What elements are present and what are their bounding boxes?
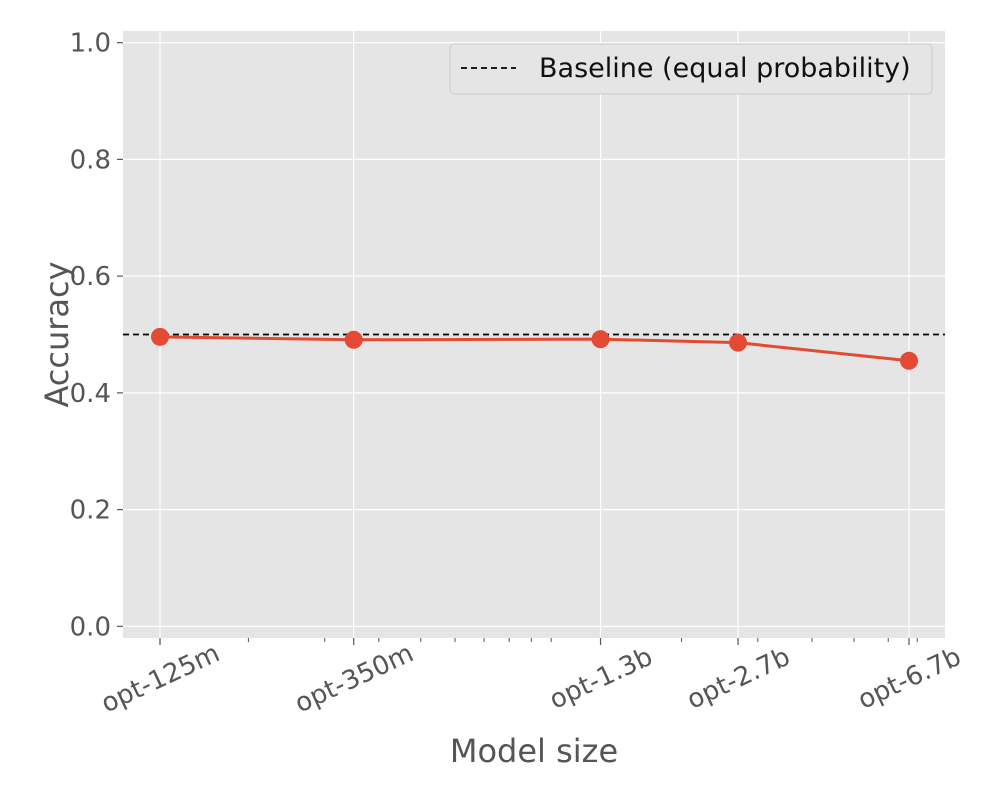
x-tick-label: opt-6.7b	[854, 642, 966, 716]
x-tick-label: opt-2.7b	[683, 642, 795, 716]
data-point	[344, 330, 363, 349]
x-axis-ticks: opt-125m opt-350m opt-1.3b opt-2.7b opt-6.7b	[97, 638, 966, 719]
x-minor-ticks	[247, 638, 918, 642]
data-point	[729, 333, 748, 352]
x-tick-label: opt-1.3b	[545, 642, 657, 716]
x-axis-label: Model size	[450, 732, 618, 770]
y-tick-label: 0.4	[70, 379, 111, 409]
legend-baseline-label: Baseline (equal probability)	[539, 53, 911, 84]
legend-box	[449, 43, 933, 95]
y-axis-ticks: 0.0 0.2 0.4 0.6 0.8 1.0	[70, 29, 123, 642]
x-tick-label: opt-125m	[97, 638, 225, 719]
data-point	[151, 327, 169, 346]
y-tick-label: 0.8	[70, 145, 111, 175]
y-tick-label: 1.0	[70, 29, 111, 59]
x-tick-label: opt-350m	[290, 638, 418, 719]
y-tick-label: 0.2	[70, 496, 111, 526]
y-tick-label: 0.6	[70, 262, 111, 292]
y-axis-label: Accuracy	[38, 261, 76, 407]
legend: Baseline (equal probability)	[449, 43, 933, 95]
data-point	[900, 351, 918, 370]
y-tick-label: 0.0	[70, 612, 111, 642]
accuracy-points	[151, 327, 918, 370]
data-point	[591, 330, 610, 349]
